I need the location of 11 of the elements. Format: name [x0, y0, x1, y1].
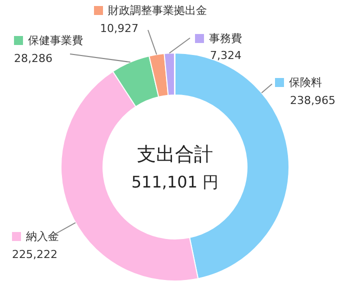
data-label: 238,965: [290, 94, 336, 107]
legend-label: 事務費: [209, 32, 242, 45]
data-label: 7,324: [210, 49, 242, 62]
data-label: 225,222: [12, 248, 58, 261]
data-label: 28,286: [14, 52, 52, 65]
text: 支出合計: [137, 144, 213, 166]
legend-label: 保健事業費: [28, 34, 83, 47]
legend-label: 財政調整事業拠出金: [108, 4, 207, 17]
legend-label: 保険料: [289, 76, 322, 89]
data-label: 10,927: [100, 22, 138, 35]
text: 511,101 円: [131, 172, 219, 192]
